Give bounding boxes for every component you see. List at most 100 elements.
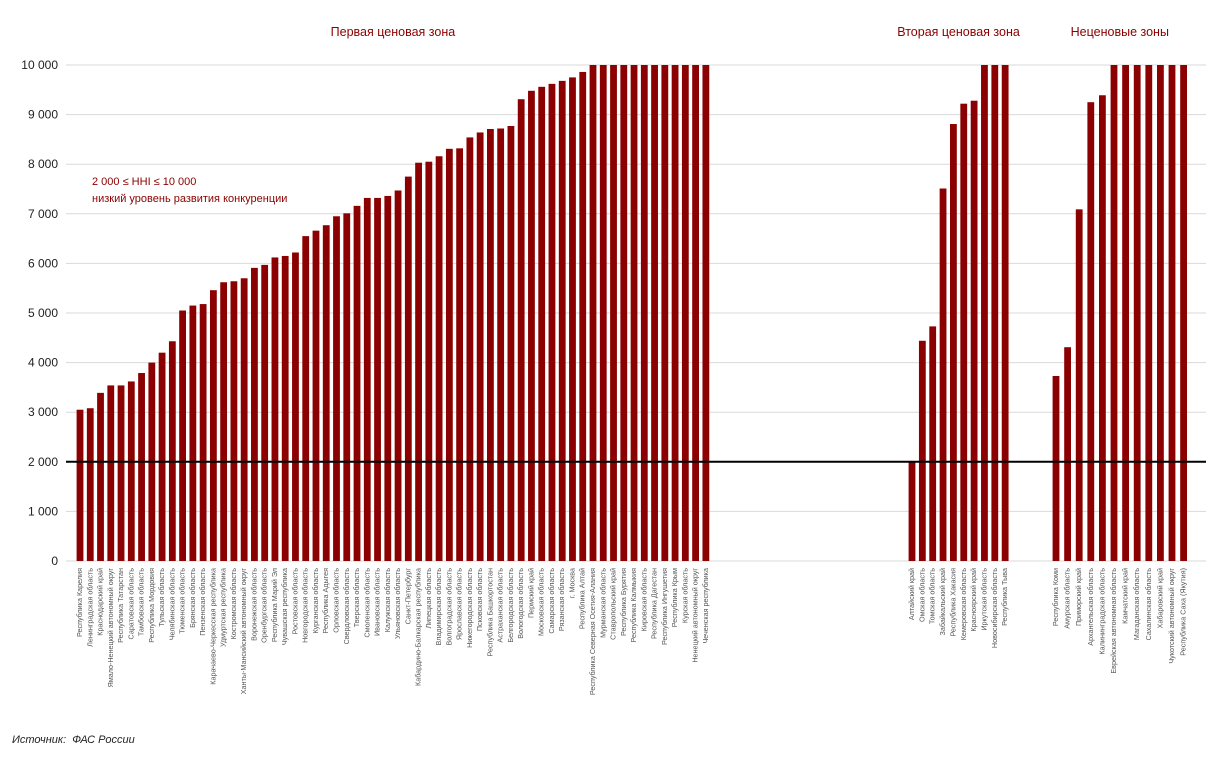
zone-titles: Первая ценовая зона Вторая ценовая зона Не… (331, 25, 1169, 39)
bar (620, 65, 628, 561)
x-tick-label: Краснодарский край (96, 568, 105, 636)
bar (261, 264, 269, 561)
bar (292, 252, 299, 562)
y-tick-label: 8 000 (28, 157, 58, 171)
zone-title: Вторая ценовая зона (897, 25, 1020, 39)
bar (487, 128, 494, 562)
bar (692, 65, 699, 561)
x-tick-label: Воронежская область (249, 568, 258, 641)
bar (1168, 65, 1176, 561)
x-tick-label: Республика Крым (670, 568, 679, 627)
bar (168, 341, 176, 561)
x-tick-label: Чукотский автономный округ (1167, 568, 1176, 664)
bar (970, 100, 978, 562)
bar (435, 156, 443, 561)
bar (322, 225, 330, 561)
x-tick-label: Республика Калмыкия (629, 568, 638, 643)
bar (353, 205, 361, 562)
y-tick-label: 2 000 (28, 455, 58, 469)
x-tick-label: Алтайский край (907, 568, 916, 620)
bar (333, 216, 340, 561)
x-tick-label: Еврейская автономная область (1109, 568, 1118, 674)
bar (466, 137, 474, 562)
y-tick-label: 3 000 (28, 405, 58, 419)
bar (86, 408, 94, 561)
x-tick-label: Новосибирская область (990, 568, 999, 648)
x-tick-label: Кемеровская область (959, 568, 968, 641)
bar (681, 65, 689, 561)
bar (240, 278, 248, 561)
bar (230, 281, 238, 561)
bar (579, 71, 587, 561)
x-tick-label: Республика Ингушетия (660, 568, 669, 645)
x-tick-label: Республика Саха (Якутия) (1179, 568, 1188, 656)
x-tick-label: Тверская область (352, 568, 361, 627)
x-tick-label: Курская область (680, 568, 689, 623)
x-tick-label: Республика Карелия (75, 568, 84, 637)
bar (569, 77, 576, 562)
x-tick-label: Пензенская область (198, 568, 207, 636)
bar (158, 352, 166, 561)
bar (281, 255, 289, 561)
x-tick-label: Нижегородская область (465, 568, 474, 648)
bar (1180, 65, 1187, 561)
bar (630, 65, 638, 561)
bar (374, 197, 381, 561)
y-tick-label: 6 000 (28, 256, 58, 270)
x-tick-label: Мурманская область (598, 568, 607, 638)
bar (384, 195, 392, 561)
x-tick-label: Вологодская область (516, 568, 525, 639)
bar (528, 90, 535, 561)
bar (343, 213, 351, 562)
bar (127, 381, 135, 561)
x-tick-label: Кабардино-Балкарская республика (414, 568, 423, 686)
x-tick-label: Чувашская республика (280, 568, 289, 645)
bar (394, 190, 402, 562)
bar (1099, 95, 1106, 561)
annotation-line-2: низкий уровень развития конкуренции (92, 193, 287, 205)
bar (991, 65, 999, 561)
bar (950, 124, 957, 562)
x-tick-label: Магаданская область (1132, 568, 1141, 640)
x-tick-label: Смоленская область (362, 568, 371, 638)
bar (456, 148, 464, 561)
bar (117, 385, 125, 561)
source-label: Источник: (12, 734, 67, 746)
bar (671, 65, 679, 561)
bar (425, 161, 433, 561)
x-tick-label: Ростовская область (290, 568, 299, 635)
bar (220, 282, 228, 561)
annotation-line-1: 2 000 ≤ HHI ≤ 10 000 (92, 176, 196, 188)
x-tick-label: Камчатский край (1121, 568, 1130, 624)
x-tick-label: Рязанская область (557, 568, 566, 631)
y-tick-label: 0 (51, 554, 58, 568)
x-tick-label: Ханты-Мансийский автономный округ (239, 568, 248, 695)
bar (960, 103, 968, 561)
zone-title: Неценовые зоны (1071, 25, 1169, 39)
annotation: 2 000 ≤ HHI ≤ 10 000 низкий уровень разв… (92, 176, 287, 205)
bar (251, 267, 258, 561)
bar (1145, 65, 1153, 561)
x-tick-label: Республика Северная Осетия-Алания (588, 568, 597, 695)
x-tick-label: Республика Коми (1051, 568, 1060, 626)
x-tick-label: Республика Мордовия (147, 568, 156, 643)
bar (271, 257, 279, 561)
y-axis-ticks: 0 1 000 2 000 3 000 4 000 5 000 6 000 7 000 8 00… (21, 58, 58, 568)
x-tick-label: Оренбургская область (260, 568, 269, 643)
bar (1110, 65, 1118, 561)
x-tick-label: Ярославская область (455, 568, 464, 640)
x-tick-label: Сахалинская область (1144, 568, 1153, 641)
x-tick-label: Приморский край (1074, 568, 1083, 626)
x-tick-label: Забайкальский край (938, 568, 947, 635)
x-tick-label: Костромская область (229, 568, 238, 640)
x-tick-label: Брянская область (188, 568, 197, 628)
x-tick-label: Новгородская область (301, 568, 310, 643)
x-tick-label: Ленинградская область (85, 568, 94, 647)
x-tick-label: Ямало-Ненецкий автономный округ (106, 568, 115, 688)
bar (517, 99, 525, 561)
bar (1122, 65, 1129, 561)
x-tick-label: г. Москва (567, 568, 576, 598)
source-note: Источник: ФАС России (12, 734, 135, 746)
